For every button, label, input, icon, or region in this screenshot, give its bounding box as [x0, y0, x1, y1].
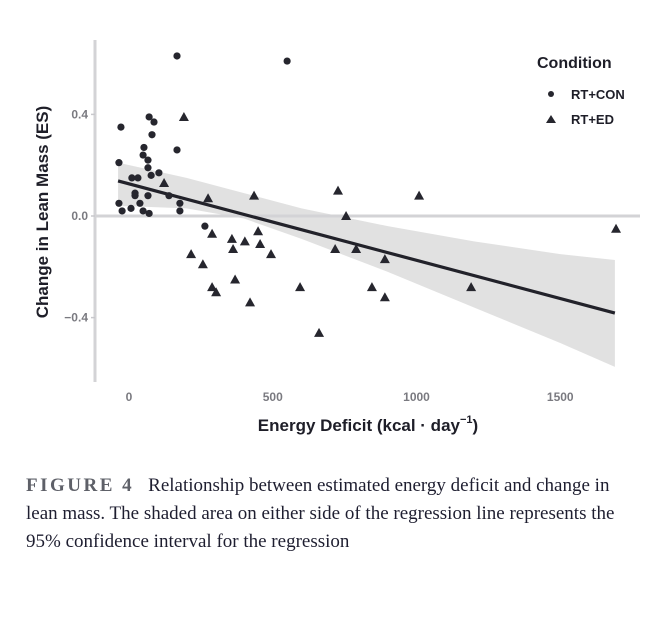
- x-ticks: 0 500 1000 1500: [126, 390, 574, 404]
- point-rt-ed: [186, 249, 197, 259]
- point-rt-con: [139, 151, 147, 159]
- point-rt-ed: [466, 282, 477, 292]
- x-tick-label: 1500: [547, 390, 574, 404]
- point-rt-con: [118, 207, 126, 215]
- point-rt-con: [127, 204, 135, 212]
- point-rt-ed: [330, 244, 341, 254]
- point-rt-ed: [178, 111, 189, 121]
- legend-label-rt-ed: RT+ED: [571, 112, 614, 127]
- point-rt-con: [139, 207, 147, 215]
- point-rt-con: [148, 131, 156, 139]
- point-rt-ed: [207, 282, 218, 292]
- legend: Condition RT+CON RT+ED: [537, 55, 625, 127]
- point-rt-ed: [203, 193, 214, 203]
- x-tick-label: 500: [263, 390, 283, 404]
- point-rt-con: [145, 113, 153, 121]
- point-rt-con: [173, 146, 181, 154]
- point-rt-con: [176, 199, 184, 207]
- x-axis-title-superscript: −1: [460, 414, 473, 426]
- point-rt-con: [115, 199, 123, 207]
- confidence-band-layer: [118, 162, 615, 367]
- point-rt-con: [165, 192, 173, 200]
- point-rt-ed: [230, 274, 241, 284]
- point-rt-ed: [366, 282, 377, 292]
- regression-layer: [117, 179, 616, 315]
- point-rt-ed: [211, 287, 222, 297]
- point-rt-ed: [249, 190, 260, 200]
- point-rt-con: [131, 192, 139, 200]
- data-points: [115, 52, 622, 337]
- point-rt-ed: [314, 327, 325, 337]
- x-axis-title-close: ): [473, 416, 479, 435]
- point-rt-con: [115, 159, 123, 167]
- figure-caption: FIGURE 4 Relationship between estimated e…: [26, 472, 636, 556]
- x-tick-label: 0: [126, 390, 133, 404]
- point-rt-con: [150, 118, 158, 126]
- legend-circle-icon: [548, 91, 554, 97]
- legend-title: Condition: [537, 55, 612, 72]
- point-rt-con: [176, 207, 184, 215]
- point-rt-con: [201, 222, 209, 230]
- confidence-band: [118, 162, 615, 367]
- point-rt-con: [283, 57, 291, 65]
- point-rt-ed: [255, 238, 266, 248]
- point-rt-ed: [414, 190, 425, 200]
- point-rt-ed: [253, 226, 264, 236]
- point-rt-ed: [266, 249, 277, 259]
- point-rt-ed: [226, 233, 237, 243]
- point-rt-ed: [245, 297, 256, 307]
- point-rt-ed: [239, 236, 250, 246]
- figure-label: FIGURE 4: [26, 475, 135, 496]
- point-rt-ed: [207, 228, 218, 238]
- point-rt-ed: [295, 282, 306, 292]
- point-rt-ed: [351, 244, 362, 254]
- point-rt-con: [136, 199, 144, 207]
- y-ticks: 0.4 0.0 −0.4: [64, 107, 95, 325]
- x-axis-title: Energy Deficit (kcal · day−1): [258, 414, 478, 435]
- point-rt-ed: [379, 254, 390, 264]
- point-rt-con: [140, 143, 148, 152]
- point-rt-ed: [159, 177, 170, 187]
- point-rt-ed: [197, 259, 208, 269]
- legend-label-rt-con: RT+CON: [571, 87, 625, 102]
- point-rt-con: [155, 169, 163, 177]
- legend-triangle-icon: [546, 115, 556, 123]
- regression-line: [117, 179, 616, 315]
- caption-text: Relationship between estimated energy de…: [26, 475, 615, 552]
- point-rt-con: [144, 156, 152, 164]
- y-tick-label: −0.4: [64, 311, 88, 325]
- point-rt-con: [128, 174, 136, 182]
- y-tick-label: 0.0: [71, 209, 88, 223]
- point-rt-ed: [611, 223, 622, 233]
- x-axis-title-main: Energy Deficit (kcal · day: [258, 416, 461, 435]
- point-rt-ed: [379, 292, 390, 302]
- x-tick-label: 1000: [403, 390, 430, 404]
- point-rt-ed: [333, 185, 344, 195]
- point-rt-ed: [228, 244, 239, 254]
- point-rt-con: [117, 123, 125, 131]
- point-rt-con: [173, 52, 181, 60]
- point-rt-con: [147, 171, 155, 179]
- scatter-chart: 0.4 0.0 −0.4 0 500 1000 1500 Change in Lean M…: [33, 40, 640, 435]
- point-rt-con: [144, 192, 152, 200]
- point-rt-ed: [341, 211, 352, 220]
- y-tick-label: 0.4: [71, 107, 88, 121]
- y-axis-title: Change in Lean Mass (ES): [33, 106, 52, 319]
- point-rt-con: [145, 209, 153, 218]
- point-rt-con: [134, 174, 142, 182]
- point-rt-con: [144, 164, 152, 172]
